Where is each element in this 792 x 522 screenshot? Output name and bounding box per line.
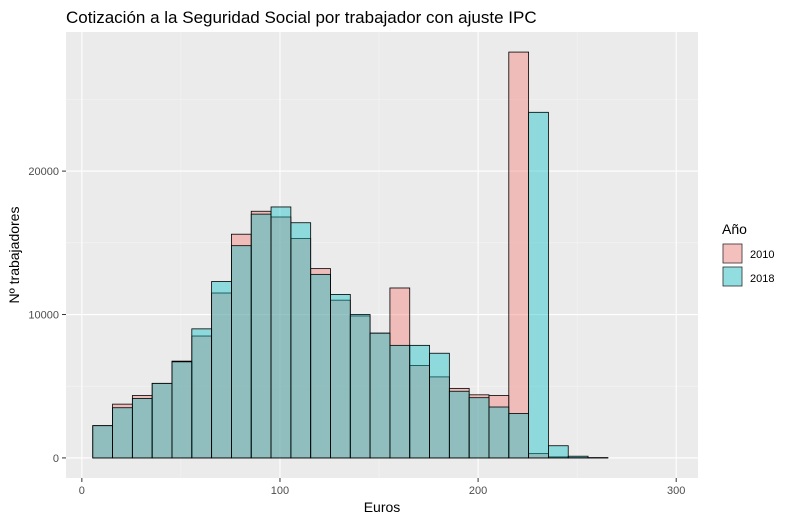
legend-key-2010 — [722, 243, 743, 264]
bar-2018 — [448, 390, 470, 459]
bar-2018 — [528, 111, 549, 459]
y-axis-title: Nº trabajadores — [6, 207, 22, 304]
bar-2018 — [131, 398, 153, 459]
legend-swatch-2010 — [722, 243, 743, 264]
bar-2018 — [330, 294, 351, 459]
bar-2018 — [310, 273, 331, 459]
legend: Año 2010 2018 — [722, 221, 774, 287]
bar-2018 — [389, 344, 411, 459]
bar-2018 — [290, 222, 312, 459]
bar-2010 — [508, 51, 530, 459]
y-tick-label: 10000 — [28, 310, 59, 322]
bar-2018 — [191, 328, 213, 459]
plot-panel — [66, 32, 698, 478]
bar-2018 — [567, 455, 589, 459]
y-tick-label: 20000 — [28, 166, 59, 178]
bar-2018 — [548, 445, 569, 459]
bar-2018 — [508, 413, 530, 459]
legend-label-2010: 2010 — [750, 249, 774, 261]
grid-minor — [66, 32, 698, 478]
bar-2018 — [369, 332, 391, 459]
legend-swatch-2018 — [722, 266, 743, 287]
bar-2018 — [488, 406, 510, 459]
bars-2010 — [92, 51, 609, 459]
bar-2018 — [231, 245, 252, 459]
y-tick-label: 0 — [53, 453, 59, 465]
x-axis-title: Euros — [364, 499, 401, 515]
bars-2018 — [92, 111, 609, 459]
bar-2018 — [250, 213, 272, 459]
bar-2018 — [211, 281, 232, 459]
bar-2018 — [349, 314, 371, 459]
x-tick-label: 0 — [79, 485, 85, 497]
bar-2018 — [409, 344, 430, 459]
chart-title: Cotización a la Seguridad Social por tra… — [66, 8, 537, 27]
bar-2018 — [468, 397, 490, 459]
x-tick-label: 100 — [271, 485, 289, 497]
x-axis-ticks: 0 100 200 300 — [79, 478, 685, 497]
bar-2018 — [112, 407, 133, 459]
x-tick-label: 200 — [469, 485, 487, 497]
legend-title: Año — [722, 221, 747, 237]
bar-2018 — [270, 206, 292, 459]
legend-label-2018: 2018 — [750, 273, 774, 285]
x-tick-label: 300 — [667, 485, 685, 497]
bar-2018 — [429, 352, 450, 459]
bar-2018 — [92, 425, 113, 459]
bar-2018 — [171, 361, 193, 459]
bar-2018 — [151, 382, 173, 459]
y-axis-ticks: 0 10000 20000 — [28, 166, 66, 465]
legend-key-2018 — [722, 266, 743, 287]
